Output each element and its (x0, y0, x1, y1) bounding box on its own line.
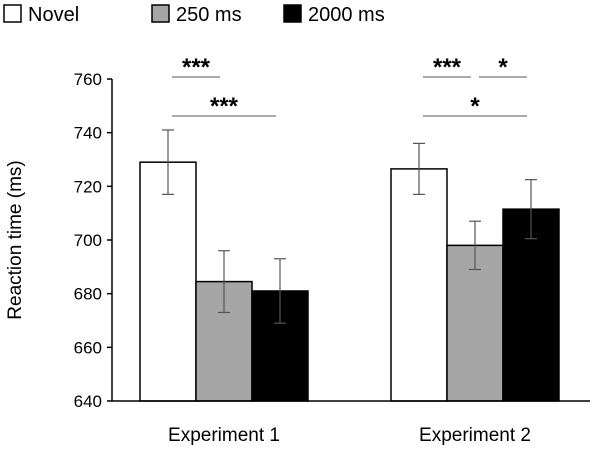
significance-annotations: ********* ** (172, 54, 527, 120)
legend-label: 250 ms (176, 4, 242, 26)
legend-label: Novel (28, 4, 79, 26)
legend-label: 2000 ms (308, 4, 385, 26)
significance-label: * (470, 93, 480, 120)
y-tick-label: 700 (74, 231, 102, 250)
significance-label: *** (210, 93, 239, 120)
legend-swatch (283, 4, 302, 23)
x-axis: Experiment 1 Experiment 2 (112, 400, 590, 446)
x-category-label: Experiment 1 (168, 425, 280, 446)
x-category-label: Experiment 2 (419, 425, 531, 446)
y-tick-label: 640 (74, 392, 102, 411)
y-tick-label: 720 (74, 177, 102, 196)
significance-label: *** (182, 54, 211, 81)
bars (139, 129, 560, 402)
legend: Novel 250 ms 2000 ms (3, 4, 385, 26)
bar-novel (139, 161, 197, 402)
y-tick-label: 660 (74, 338, 102, 357)
legend-swatch (3, 4, 22, 23)
significance-label: * (498, 54, 508, 81)
significance-label: *** (433, 54, 462, 81)
y-tick-label: 760 (74, 70, 102, 89)
bar-novel (390, 168, 448, 402)
y-tick-label: 740 (74, 124, 102, 143)
y-axis-label: Reaction time (ms) (5, 160, 26, 319)
y-axis: 640 660 680 700 720 740 760 Reaction time (ms) (5, 70, 113, 411)
y-tick-label: 680 (74, 285, 102, 304)
legend-swatch (151, 4, 170, 23)
